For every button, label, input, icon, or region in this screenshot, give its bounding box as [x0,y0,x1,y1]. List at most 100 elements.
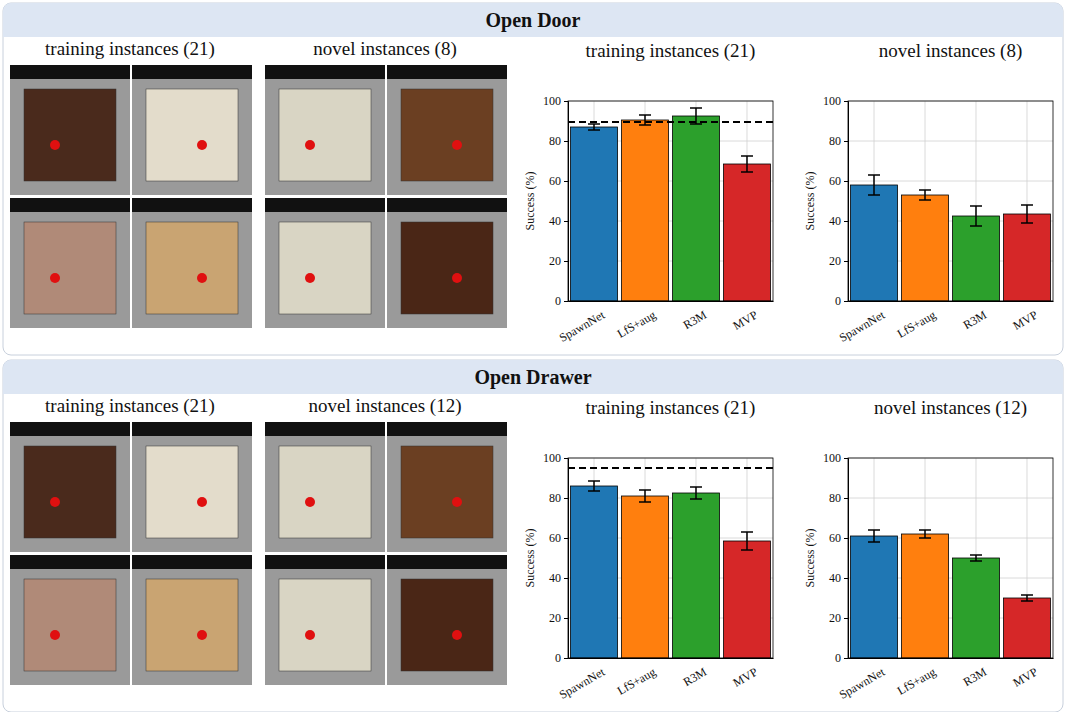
scene-target [50,630,60,640]
axis-title: Success (%) [523,529,537,588]
tick-label: 40 [829,571,841,585]
image-caption: training instances (21) [45,38,215,60]
scene-target [305,630,315,640]
error-bar-cap [639,114,651,116]
tick: LfS+aug [615,301,658,341]
bar [673,493,720,658]
error-bar [1021,595,1033,601]
panel-frame [3,3,1063,355]
error-bar [919,530,931,538]
error-bar-cap [1021,594,1033,596]
plot-frame [848,458,1053,658]
grid [568,101,773,301]
plot-frame [568,101,773,301]
bar [851,536,898,658]
error-bar [690,487,702,499]
tick: 80 [829,491,848,505]
scene-target [197,630,207,640]
scene-target [452,273,462,283]
tick-label: 80 [829,491,841,505]
tick: 0 [835,294,848,308]
panel-title: Open Door [486,9,581,32]
tick-label: 0 [835,294,841,308]
axis-line [569,658,774,659]
chart: training instances (21)020406080100Succe… [523,397,774,702]
tick-label: MVP [731,665,761,690]
scene-image [265,198,385,328]
scene-target [50,497,60,507]
scene-floor [132,198,252,328]
marks [851,175,1051,301]
scene-cabinet [279,222,371,314]
scene-target [50,273,60,283]
tick-mark [844,141,848,142]
scene-target [197,273,207,283]
error-bar-stem [644,490,646,502]
error-bar-cap [690,123,702,125]
x-axis: SpawnNetLfS+augR3MMVP [557,658,774,702]
scene-sky [10,422,130,436]
panel-title: Open Drawer [474,366,591,389]
error-bar-cap [690,498,702,500]
plot-frame [568,458,773,658]
tick-label: 20 [829,611,841,625]
tick-label: LfS+aug [615,308,658,341]
tick-label: 20 [549,611,561,625]
error-bar-stem [873,175,875,195]
scene-sky [387,422,507,436]
tick-label: 80 [829,134,841,148]
bar [902,534,949,658]
tick: 60 [549,531,568,545]
scene-target [452,497,462,507]
scene-floor [10,65,130,195]
scene-cabinet [279,579,371,671]
chart-title: training instances (21) [586,397,756,419]
scene-target [50,140,60,150]
tick: SpawnNet [837,301,888,345]
scene-cabinet [146,222,238,314]
tick-label: 60 [829,174,841,188]
y-axis: 020406080100 [543,94,569,308]
error-bar-cap [588,490,600,492]
tick-label: SpawnNet [557,664,608,701]
tick: MVP [731,301,761,333]
plot-frame [848,101,1053,301]
error-bar-stem [746,532,748,550]
tick-mark [844,301,848,302]
bar [673,116,720,301]
scene-floor [10,198,130,328]
tick-label: 60 [549,174,561,188]
tick: R3M [961,658,990,689]
error-bar-stem [746,156,748,172]
scene-floor [265,555,385,685]
scene-sky [265,555,385,569]
tick-mark [844,498,848,499]
axis-line [844,459,849,659]
tick: 100 [823,94,848,108]
chart: novel instances (8)020406080100Success (… [803,40,1054,345]
tick-label: 80 [549,134,561,148]
scene-cabinet [24,89,116,181]
error-bar-stem [593,124,595,130]
tick: 60 [829,174,848,188]
image-caption: novel instances (8) [313,38,457,60]
x-axis: SpawnNetLfS+augR3MMVP [837,301,1054,345]
axis-title: Success (%) [523,172,537,231]
tick: 40 [549,571,568,585]
scene-sky [10,555,130,569]
error-bar [639,115,651,125]
panel: Open Door training instances (21) novel in… [3,3,1063,355]
scene-target [197,140,207,150]
scene-image [10,198,130,328]
scene-floor [132,422,252,552]
tick: LfS+aug [615,658,658,698]
tick-label: R3M [961,308,990,333]
scene-target [305,497,315,507]
tick-label: 20 [549,254,561,268]
bar [622,496,669,658]
error-bar-cap [639,124,651,126]
tick-label: MVP [731,308,761,333]
bar [724,164,771,301]
grid-line [848,181,1053,182]
error-bar [970,206,982,226]
